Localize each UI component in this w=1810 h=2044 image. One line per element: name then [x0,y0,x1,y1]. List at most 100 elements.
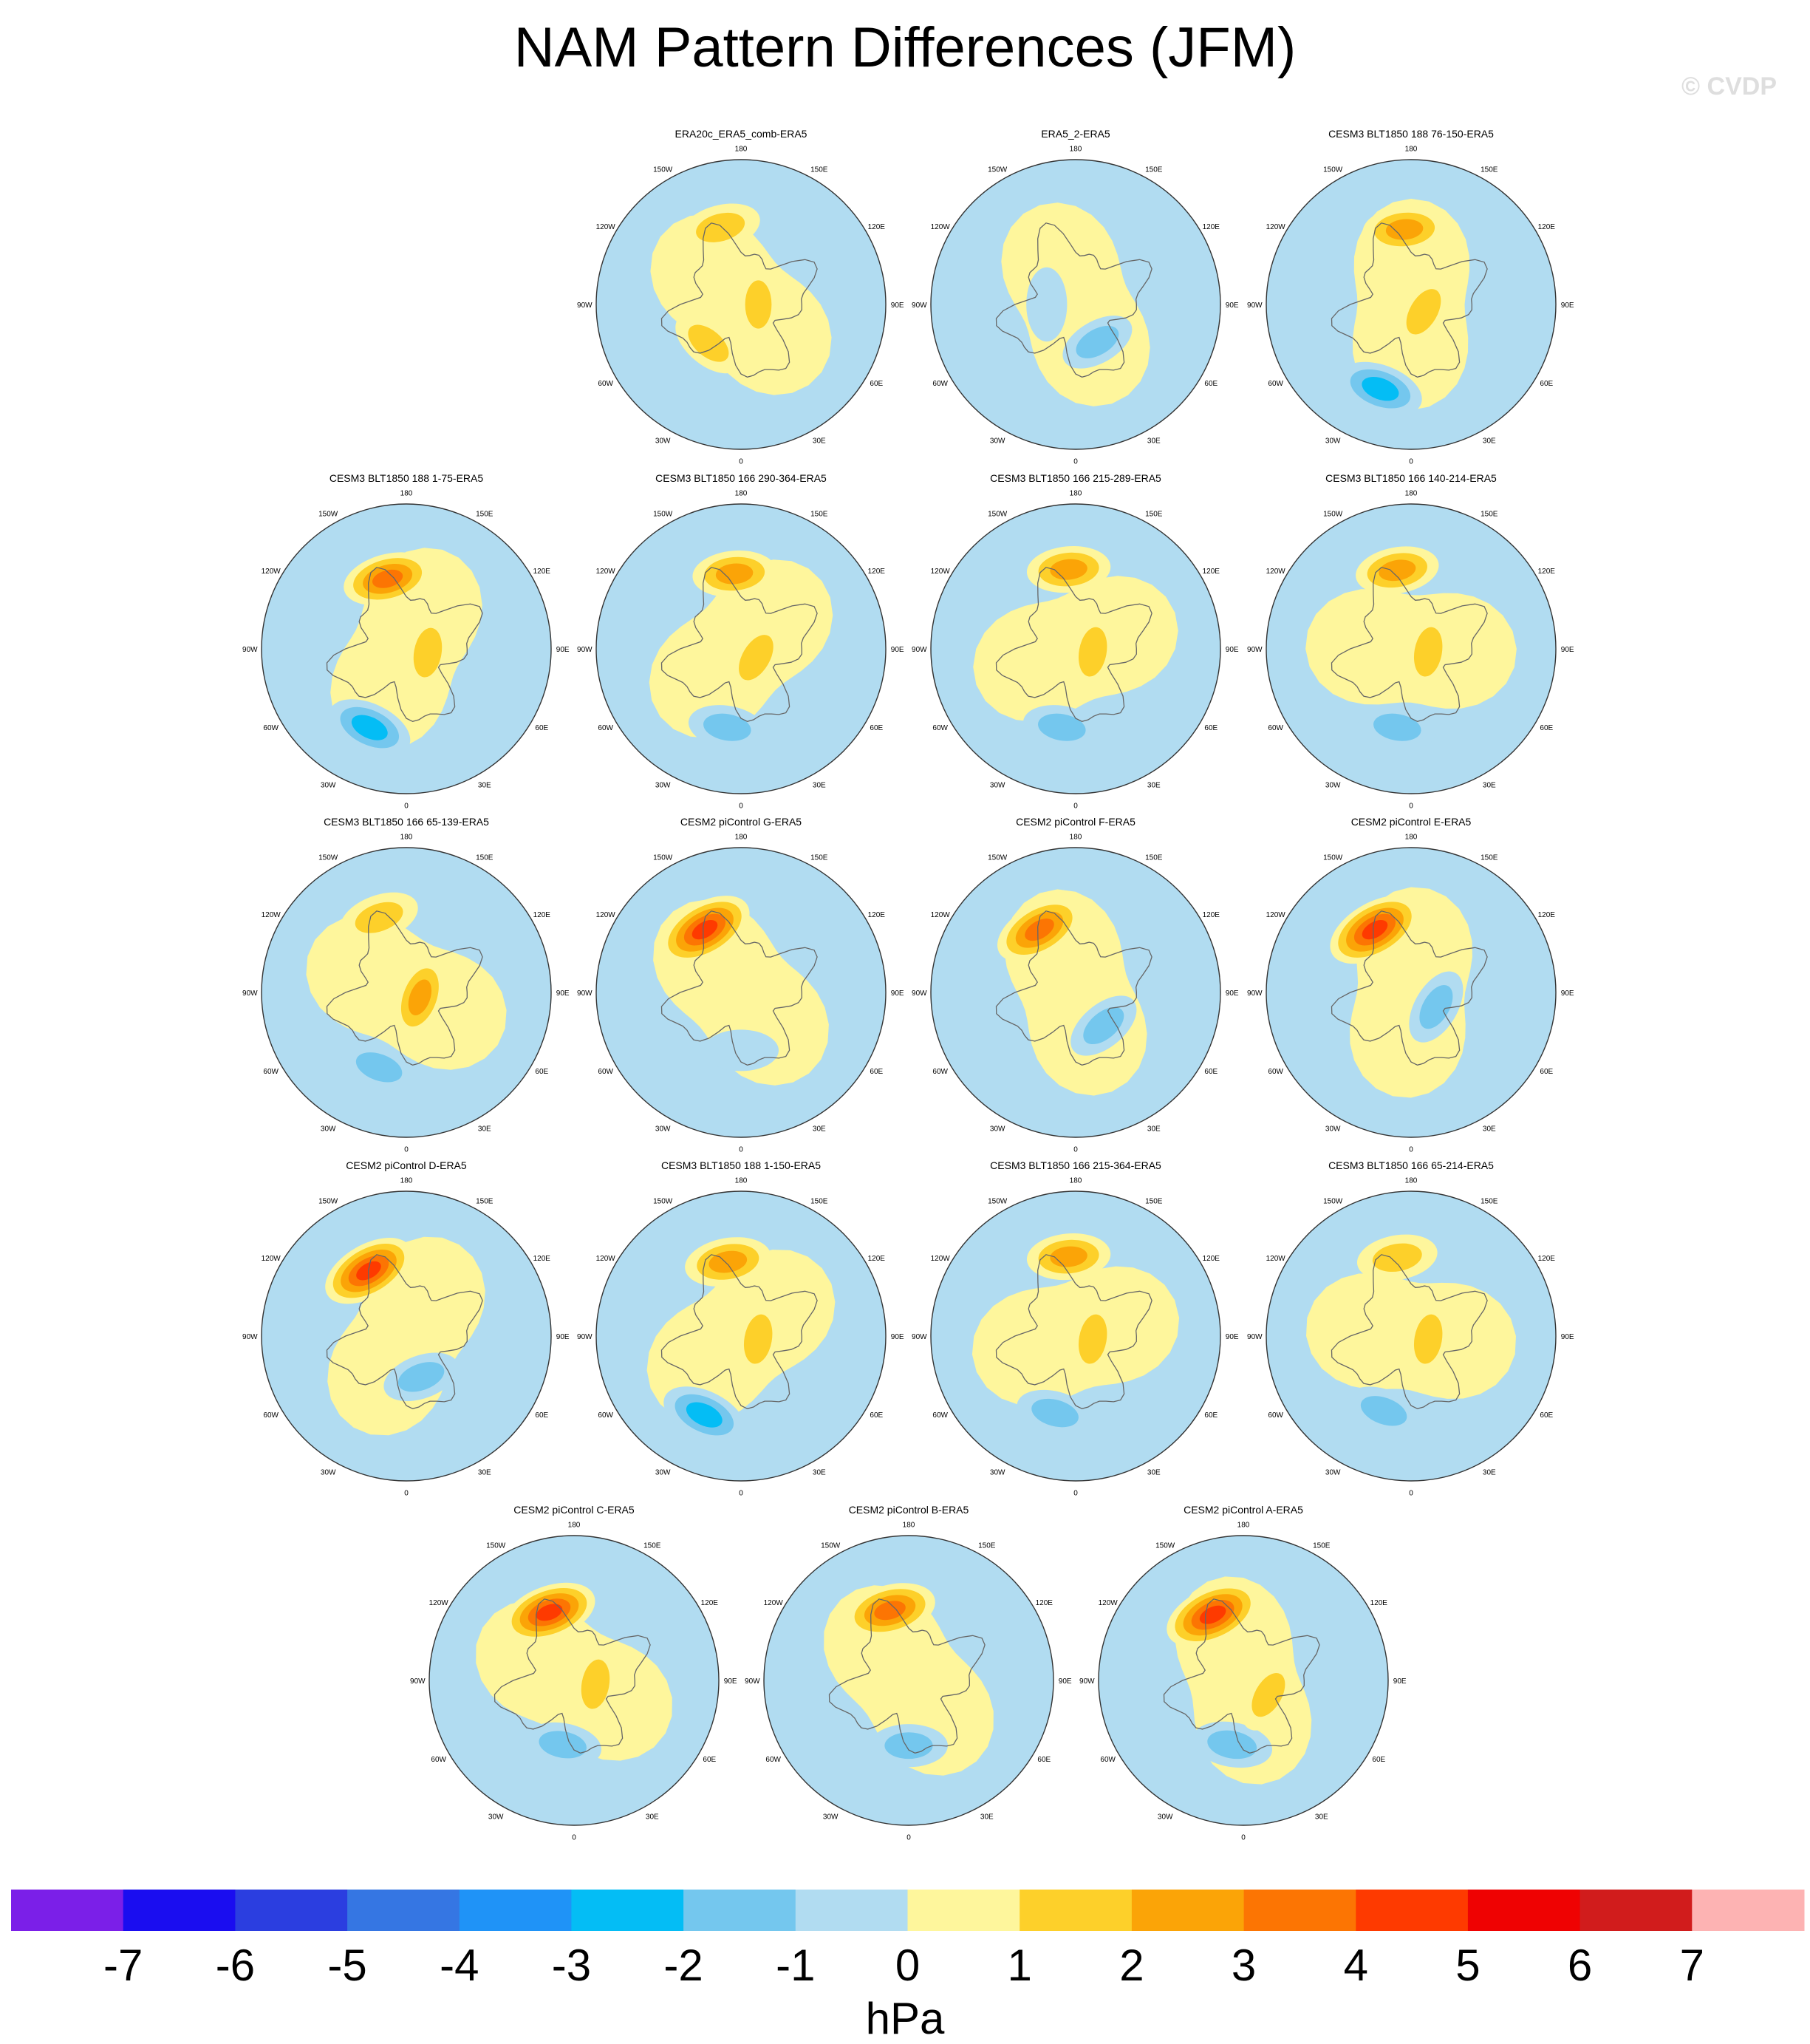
longitude-label: 60E [1372,1756,1385,1764]
longitude-label: 150E [1145,511,1163,519]
map-panel: CESM3 BLT1850 188 76-150-ERA5 180 150E 120E… [1247,128,1574,466]
contour-level [1385,219,1424,240]
contour-level [1038,713,1086,741]
longitude-label: 150E [476,854,494,862]
contour-field [596,848,886,1137]
contour-level [1372,1243,1422,1273]
longitude-label: 150W [1323,166,1343,174]
longitude-label: 30E [1147,781,1161,789]
longitude-label: 0 [1409,1490,1413,1498]
longitude-label: 90W [1079,1677,1095,1686]
colorbar-tick-label: -2 [663,1941,703,1990]
colorbar-tick-label: -3 [552,1941,591,1990]
longitude-label: 0 [906,1834,911,1842]
longitude-label: 60E [1037,1756,1051,1764]
longitude-label: 30W [321,1125,336,1133]
panel-title: CESM2 piControl B-ERA5 [849,1504,969,1516]
longitude-label: 60W [1268,1411,1283,1420]
contour-level [1083,1006,1124,1045]
colorbar-box [123,1890,236,1931]
coastline [995,910,1152,1066]
longitude-label: 90E [556,989,570,998]
longitude-label: 180 [1405,145,1418,153]
colorbar-box [459,1890,572,1931]
longitude-label: 0 [1241,1834,1246,1842]
longitude-label: 90W [912,646,927,654]
coastline [1331,222,1488,378]
longitude-label: 0 [1073,1146,1078,1154]
longitude-label: 120W [596,568,616,576]
contour-level [1406,289,1441,335]
longitude-label: 30E [1147,1125,1161,1133]
longitude-label: 150W [653,854,673,862]
contour-level [1078,627,1107,677]
longitude-label: 90W [745,1677,760,1686]
longitude-label: 60E [1540,380,1553,388]
map-border [763,1535,1054,1826]
longitude-label: 150W [1323,1198,1343,1206]
longitude-label: 90W [1247,989,1263,998]
contour-level [413,627,443,678]
longitude-label: 60E [870,380,883,388]
contour-level [691,919,718,940]
contour-level [874,1601,906,1621]
longitude-label: 60W [598,380,613,388]
longitude-label: 150W [318,511,338,519]
panel-title: CESM3 BLT1850 166 215-364-ERA5 [990,1159,1161,1171]
map-border [261,847,552,1138]
longitude-label: 150E [1145,854,1163,862]
panel-title: CESM2 piControl E-ERA5 [1351,816,1472,828]
longitude-label: 90E [1561,646,1574,654]
map-border [428,1535,720,1826]
contour-level [1251,1672,1285,1717]
colorbar-tick-label: -7 [103,1941,143,1990]
coastline [995,1254,1152,1409]
longitude-label: 0 [404,1146,409,1154]
longitude-label: 120W [596,1255,616,1263]
longitude-label: 120E [1370,1599,1388,1607]
contour-level [1379,559,1416,582]
longitude-label: 30W [990,1468,1005,1476]
colorbar-box [1467,1890,1581,1931]
contour-field [1266,160,1556,449]
contour-field [262,504,551,794]
map-panel: ERA5_2-ERA5 180 150E 120E 90E 60E 30E 0 30W 60W 90… [912,128,1239,466]
longitude-label: 120W [262,911,281,919]
longitude-label: 180 [903,1521,915,1529]
longitude-label: 30W [1158,1813,1173,1821]
colorbar-box [1692,1890,1805,1931]
longitude-label: 90W [242,646,258,654]
longitude-label: 150W [821,1542,841,1550]
longitude-label: 60W [263,724,279,732]
contour-level [372,569,403,588]
map-border [261,503,552,794]
panel-title: CESM3 BLT1850 166 65-139-ERA5 [324,816,489,828]
longitude-label: 120E [868,911,886,919]
map-panel: ERA20c_ERA5_comb-ERA5 180 150E 120E 90E 60E 30… [577,128,904,466]
map-panel: CESM3 BLT1850 166 65-139-ERA5 180 150E 120E… [242,816,570,1154]
longitude-label: 0 [572,1834,576,1842]
longitude-label: 30E [813,1125,826,1133]
longitude-label: 60E [1204,1411,1218,1420]
contour-field [931,160,1220,449]
longitude-label: 30E [1147,437,1161,445]
panel-title: CESM3 BLT1850 166 290-364-ERA5 [655,472,827,484]
map-panel: CESM3 BLT1850 166 65-214-ERA5 180 150E 120E… [1247,1159,1574,1498]
longitude-label: 120E [1203,568,1220,576]
longitude-label: 60W [598,1411,613,1420]
longitude-label: 0 [739,1490,743,1498]
map-panel: CESM2 piControl B-ERA5 180 150E 120E 90E 60E 3… [745,1504,1072,1842]
longitude-label: 150W [988,1198,1008,1206]
longitude-label: 30E [813,781,826,789]
longitude-label: 120E [701,1599,719,1607]
contour-level [688,324,729,362]
panel-title: ERA20c_ERA5_comb-ERA5 [675,128,807,140]
longitude-label: 30E [478,1125,491,1133]
colorbar-tick-label: 6 [1568,1941,1592,1990]
longitude-label: 150E [643,1542,661,1550]
longitude-label: 180 [735,145,748,153]
contour-level [1025,919,1054,941]
colorbar-tick-label: -6 [216,1941,255,1990]
map-border [1266,847,1557,1138]
coastline [660,910,818,1066]
